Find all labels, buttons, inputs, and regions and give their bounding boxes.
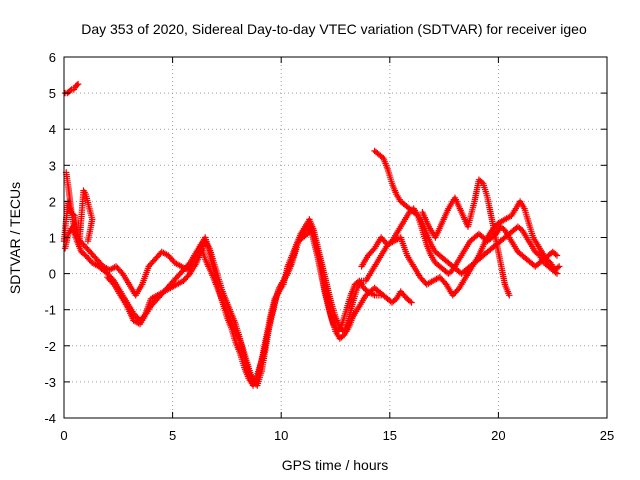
y-tick-label: 3 [49,158,56,173]
y-tick-label: 4 [49,122,56,137]
x-axis-ticks: 0 5 10 15 20 25 [60,57,614,443]
data-point [553,252,561,259]
y-axis-label: SDTVAR / TECUs [7,182,23,294]
x-tick-label: 0 [60,428,67,443]
y-tick-label: 0 [49,267,56,282]
y-tick-label: -1 [44,303,56,318]
data-point [74,80,82,88]
x-tick-label: 10 [274,428,288,443]
data-point [554,264,561,271]
data-point [556,263,563,270]
data-point [406,298,414,305]
y-tick-label: -2 [44,339,56,354]
x-tick-label: 15 [383,428,397,443]
data-point [552,251,559,258]
y-tick-label: 1 [49,231,56,246]
x-tick-label: 20 [491,428,505,443]
grid [64,57,607,418]
data-point [73,81,81,89]
y-tick-label: 2 [49,194,56,209]
data-point [478,178,485,186]
chart-title: Day 353 of 2020, Sidereal Day-to-day VTE… [81,21,587,37]
data-point [408,299,415,306]
data-marks [60,80,563,389]
data-point [506,292,513,299]
data-point [454,286,462,293]
data-point [553,270,561,277]
data-point [370,246,377,253]
x-tick-label: 25 [600,428,614,443]
y-tick-label: 5 [49,86,56,101]
data-point [377,292,385,299]
y-tick-label: -4 [44,411,56,426]
x-axis-label: GPS time / hours [282,457,389,473]
y-tick-label: 6 [49,50,56,65]
x-tick-label: 5 [169,428,176,443]
y-tick-label: -3 [44,375,56,390]
data-point [70,211,77,218]
y-axis-ticks: -4 -3 -2 -1 0 1 2 3 4 5 6 [44,50,607,426]
data-point [84,237,92,245]
data-point [67,87,74,94]
